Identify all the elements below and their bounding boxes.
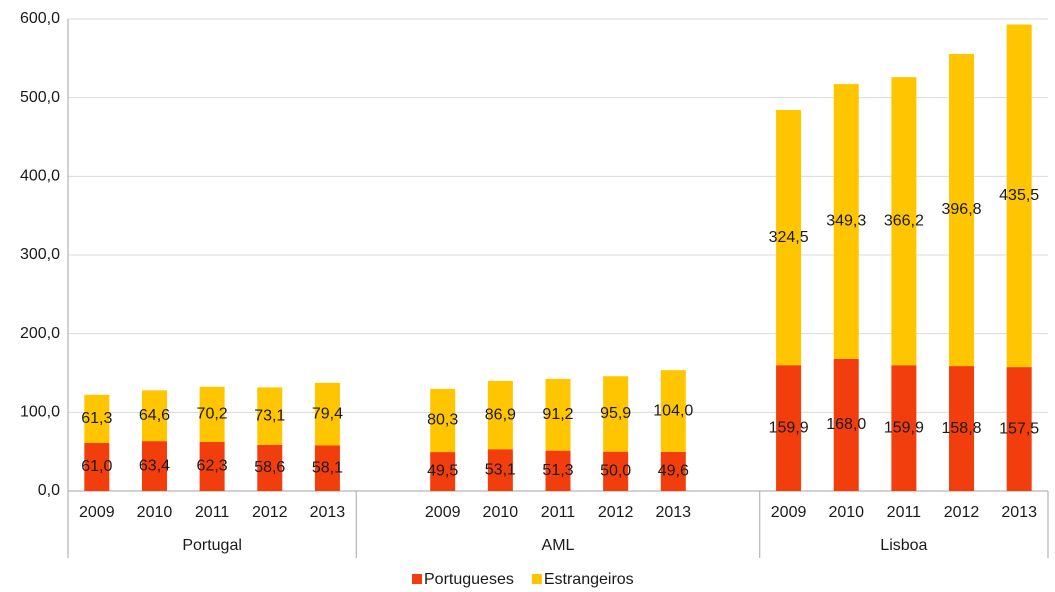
data-label: 396,8 (942, 201, 982, 218)
data-label: 435,5 (999, 187, 1039, 204)
bar-segment (891, 77, 917, 366)
x-tick-label: 2010 (828, 504, 864, 521)
data-label: 49,6 (658, 463, 689, 480)
data-label: 349,3 (826, 213, 866, 230)
data-label: 157,5 (999, 420, 1039, 437)
bar-segment (891, 365, 917, 491)
bar-segment (660, 451, 686, 491)
data-label: 158,8 (942, 420, 982, 437)
bar-segment (199, 441, 225, 491)
bar-segment (776, 109, 802, 366)
x-tick-label: 2013 (310, 504, 346, 521)
bar-segment (84, 394, 110, 444)
legend-swatch (531, 574, 542, 584)
x-tick-label: 2013 (655, 504, 691, 521)
bar-segment (545, 378, 571, 451)
x-tick-label: 2013 (1001, 504, 1037, 521)
data-label: 61,0 (81, 458, 112, 475)
bar-segment (487, 449, 513, 491)
y-tick-label: 300,0 (20, 246, 60, 263)
y-tick-label: 0,0 (38, 482, 60, 499)
data-label: 61,3 (81, 410, 112, 427)
x-tick-label: 2011 (887, 504, 922, 521)
data-label: 70,2 (197, 406, 228, 423)
x-tick-label: 2009 (79, 504, 115, 521)
data-label: 51,3 (542, 462, 573, 479)
legend-swatch (412, 574, 422, 584)
y-tick-label: 500,0 (20, 89, 60, 106)
legend-label: Portugueses (424, 571, 514, 588)
bar-segment (487, 380, 513, 450)
data-label: 53,1 (485, 461, 516, 478)
group-label: AML (542, 537, 575, 554)
data-label: 79,4 (312, 405, 343, 422)
x-tick-label: 2011 (195, 504, 230, 521)
bar-segment (314, 445, 340, 491)
data-label: 104,0 (653, 402, 693, 419)
data-label: 58,1 (312, 459, 343, 476)
x-tick-label: 2011 (541, 504, 576, 521)
bar-segment (314, 382, 340, 446)
group-label: Portugal (182, 537, 242, 554)
data-label: 86,9 (485, 406, 516, 423)
bar-segment (84, 443, 110, 491)
bar-segment (833, 358, 859, 491)
bar-segment (430, 452, 456, 491)
data-label: 63,4 (139, 457, 170, 474)
data-label: 95,9 (600, 405, 631, 422)
x-tick-label: 2012 (944, 504, 980, 521)
data-label: 324,5 (769, 229, 809, 246)
data-label: 49,5 (427, 463, 458, 480)
y-tick-label: 100,0 (20, 404, 60, 421)
bar-segment (141, 441, 167, 491)
bar-segment (949, 53, 975, 367)
y-tick-label: 600,0 (20, 10, 60, 27)
x-tick-label: 2009 (425, 504, 461, 521)
data-label: 50,0 (600, 463, 631, 480)
legend-label: Estrangeiros (544, 571, 634, 588)
x-tick-label: 2012 (598, 504, 634, 521)
x-tick-label: 2009 (771, 504, 807, 521)
bar-segment (660, 370, 686, 452)
x-tick-label: 2010 (137, 504, 173, 521)
data-label: 168,0 (826, 416, 866, 433)
bar-segment (199, 386, 225, 442)
bar-segment (949, 366, 975, 491)
group-label: Lisboa (880, 537, 927, 554)
data-label: 159,9 (769, 419, 809, 436)
data-label: 64,6 (139, 407, 170, 424)
data-label: 62,3 (197, 458, 228, 475)
x-tick-label: 2010 (483, 504, 519, 521)
bar-segment (257, 444, 283, 491)
data-label: 91,2 (542, 406, 573, 423)
bar-segment (545, 450, 571, 491)
data-label: 366,2 (884, 212, 924, 229)
y-tick-label: 200,0 (20, 325, 60, 342)
bar-segment (603, 376, 629, 452)
bar-segment (776, 365, 802, 491)
y-tick-label: 400,0 (20, 168, 60, 185)
bar-segment (1006, 24, 1032, 368)
data-label: 73,1 (254, 407, 285, 424)
bar-segment (430, 388, 456, 453)
bar-segment (1006, 367, 1032, 491)
bar-segment (257, 387, 283, 445)
data-label: 58,6 (254, 459, 285, 476)
x-tick-label: 2012 (252, 504, 288, 521)
data-label: 80,3 (427, 412, 458, 429)
data-label: 159,9 (884, 419, 924, 436)
bar-segment (833, 84, 859, 359)
bar-segment (603, 451, 629, 491)
bar-segment (141, 390, 167, 442)
